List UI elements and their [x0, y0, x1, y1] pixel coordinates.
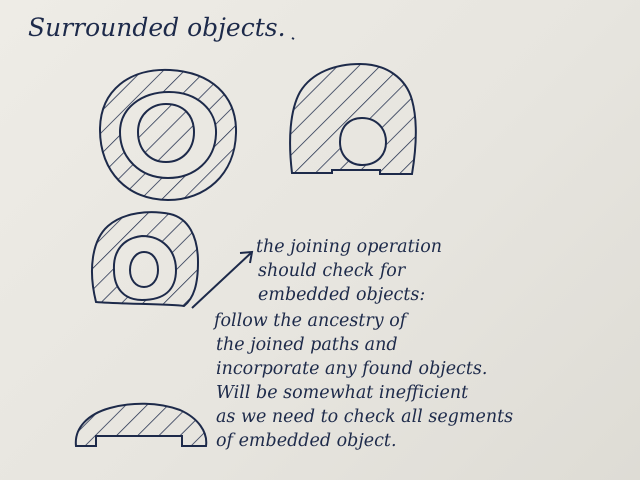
note-line-6: incorporate any found objects.	[216, 359, 487, 379]
inner-disc-hatched	[136, 102, 196, 164]
figure-concentric-ring	[98, 68, 238, 202]
note-line-9: of embedded object.	[216, 431, 397, 451]
note-line-7: Will be somewhat inefficient	[216, 383, 469, 403]
arch-shape-hatched	[289, 62, 417, 175]
note-line-1: the joining operation	[256, 237, 442, 257]
note-line-5: the joined paths and	[216, 335, 398, 355]
half-dome-hatched	[74, 402, 208, 447]
figure-dome	[91, 211, 200, 308]
dome-shape-hatched	[91, 211, 200, 308]
note-line-3: embedded objects:	[258, 285, 425, 305]
pointer-arrow	[191, 250, 254, 309]
dome-inner-circle	[128, 250, 160, 289]
note-line-4: follow the ancestry of	[212, 311, 410, 331]
outer-ring-hatched	[98, 68, 238, 202]
figure-half-dome	[74, 402, 208, 447]
page-title: Surrounded objects.	[28, 13, 286, 42]
note-line-2: should check for	[258, 261, 407, 281]
handwritten-note: the joining operation should check for e…	[212, 237, 513, 451]
title-period-mark	[291, 37, 295, 40]
note-line-8: as we need to check all segments	[216, 407, 513, 427]
figure-open-arch	[289, 62, 417, 175]
